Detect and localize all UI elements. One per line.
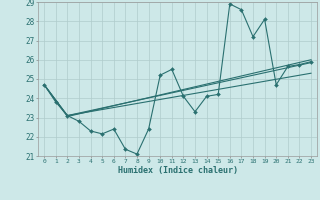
X-axis label: Humidex (Indice chaleur): Humidex (Indice chaleur) <box>118 166 238 175</box>
